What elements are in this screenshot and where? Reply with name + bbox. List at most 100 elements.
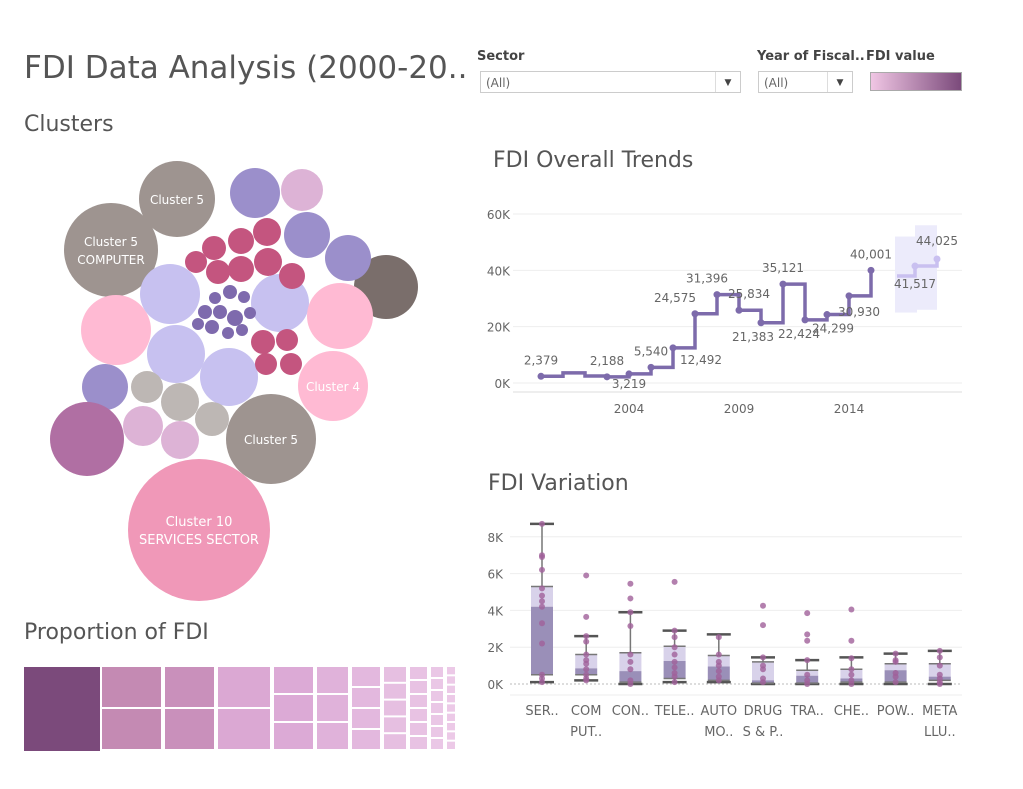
data-point — [627, 658, 634, 665]
cluster-bubble — [279, 263, 305, 289]
clusters-bubble-chart: Cluster 5 Cluster 5 COMPUTER Cluster 4 Clust… — [50, 161, 418, 601]
y-tick-label: 6K — [487, 568, 504, 582]
cluster-bubble — [222, 327, 234, 339]
cluster-bubble — [227, 310, 243, 326]
data-point — [848, 637, 855, 644]
cluster-bubble — [161, 421, 199, 459]
clusters-title: Clusters — [24, 112, 114, 137]
treemap-tile — [102, 667, 161, 707]
treemap-tile — [447, 695, 455, 703]
chevron-down-icon[interactable]: ▼ — [715, 72, 740, 92]
data-point — [848, 666, 855, 673]
data-point — [892, 679, 899, 686]
data-label: 40,001 — [850, 247, 892, 261]
chevron-down-icon[interactable]: ▼ — [827, 72, 852, 92]
data-point — [804, 671, 811, 678]
data-point — [625, 370, 633, 378]
cluster-bubble — [276, 329, 298, 351]
treemap-tile — [24, 667, 100, 751]
proportion-title: Proportion of FDI — [24, 620, 209, 645]
data-point — [647, 363, 655, 371]
data-point — [715, 677, 722, 684]
category-label: CHE.. — [834, 704, 869, 719]
treemap-tile — [447, 723, 455, 731]
cluster-bubble — [82, 364, 128, 410]
data-point — [671, 634, 678, 641]
forecast-label: 44,025 — [916, 234, 958, 248]
cluster-bubble — [251, 330, 275, 354]
cluster-bubble — [307, 283, 373, 349]
data-point — [715, 662, 722, 669]
cluster-bubble — [123, 406, 163, 446]
data-point — [627, 609, 634, 616]
cluster-bubble — [281, 169, 323, 211]
cluster-bubble — [195, 402, 229, 436]
data-point — [845, 292, 853, 300]
treemap-tile — [317, 667, 348, 693]
data-point — [669, 344, 677, 352]
cluster-bubble — [228, 228, 254, 254]
cluster-bubble — [198, 305, 212, 319]
forecast-point — [911, 262, 919, 270]
data-point — [936, 662, 943, 669]
treemap-tile — [102, 709, 161, 749]
data-point — [760, 602, 766, 609]
data-point — [804, 631, 811, 638]
category-label: POW.. — [877, 704, 915, 719]
cluster-bubble — [192, 318, 204, 330]
y-tick-label: 4K — [487, 604, 504, 618]
cluster-label: SERVICES SECTOR — [139, 533, 259, 548]
treemap-tile — [447, 667, 455, 675]
data-point — [671, 578, 678, 585]
cluster-bubble — [228, 256, 254, 282]
trends-title: FDI Overall Trends — [493, 148, 694, 173]
sector-filter-dropdown[interactable]: (All) ▼ — [480, 71, 741, 93]
data-point — [867, 266, 875, 274]
data-point — [804, 681, 811, 687]
data-label: 35,121 — [762, 261, 804, 275]
data-point — [936, 681, 943, 687]
cluster-bubble — [200, 348, 258, 406]
data-point — [627, 681, 634, 687]
year-filter-label: Year of Fiscal.. — [757, 49, 865, 64]
data-point — [583, 572, 590, 579]
cluster-bubble — [230, 168, 280, 218]
variation-box-plot: 0K 2K 4K 6K 8K SER.. COM PUT.. CON.. TELE.. AUTO MO… — [487, 520, 962, 740]
data-label: 21,383 — [732, 330, 774, 344]
cluster-bubble — [213, 305, 227, 319]
category-label: SER.. — [525, 704, 558, 719]
data-point — [804, 610, 811, 617]
treemap-tile — [431, 727, 443, 737]
data-label: 3,219 — [612, 377, 646, 391]
y-tick-label: 60K — [487, 208, 511, 222]
cluster-bubble — [185, 251, 207, 273]
treemap-tile — [447, 732, 455, 740]
year-filter-dropdown[interactable]: (All) ▼ — [758, 71, 853, 93]
data-point — [715, 668, 722, 675]
treemap-tile — [447, 676, 455, 684]
cluster-bubble — [255, 353, 277, 375]
category-label: PUT.. — [570, 725, 602, 740]
category-label: TELE.. — [654, 704, 695, 719]
treemap-tile — [431, 715, 443, 725]
category-label: META — [922, 704, 957, 719]
x-tick-label: 2014 — [834, 402, 865, 416]
treemap-tile — [352, 730, 380, 749]
cluster-bubble — [223, 285, 237, 299]
data-point — [627, 623, 634, 630]
data-point — [583, 666, 590, 673]
category-label: DRUG — [744, 704, 783, 719]
data-point — [539, 620, 545, 627]
data-point — [539, 566, 545, 573]
cluster-bubble — [325, 235, 371, 281]
data-label: 2,379 — [524, 353, 558, 367]
data-point — [735, 306, 743, 314]
data-point — [757, 319, 765, 327]
data-label: 25,834 — [728, 287, 770, 301]
data-point — [671, 658, 678, 665]
cluster-bubble — [81, 295, 151, 365]
cluster-bubble — [147, 325, 205, 383]
y-tick-label: 0K — [487, 678, 504, 692]
treemap-tile — [218, 667, 270, 707]
cluster-bubble — [161, 383, 199, 421]
